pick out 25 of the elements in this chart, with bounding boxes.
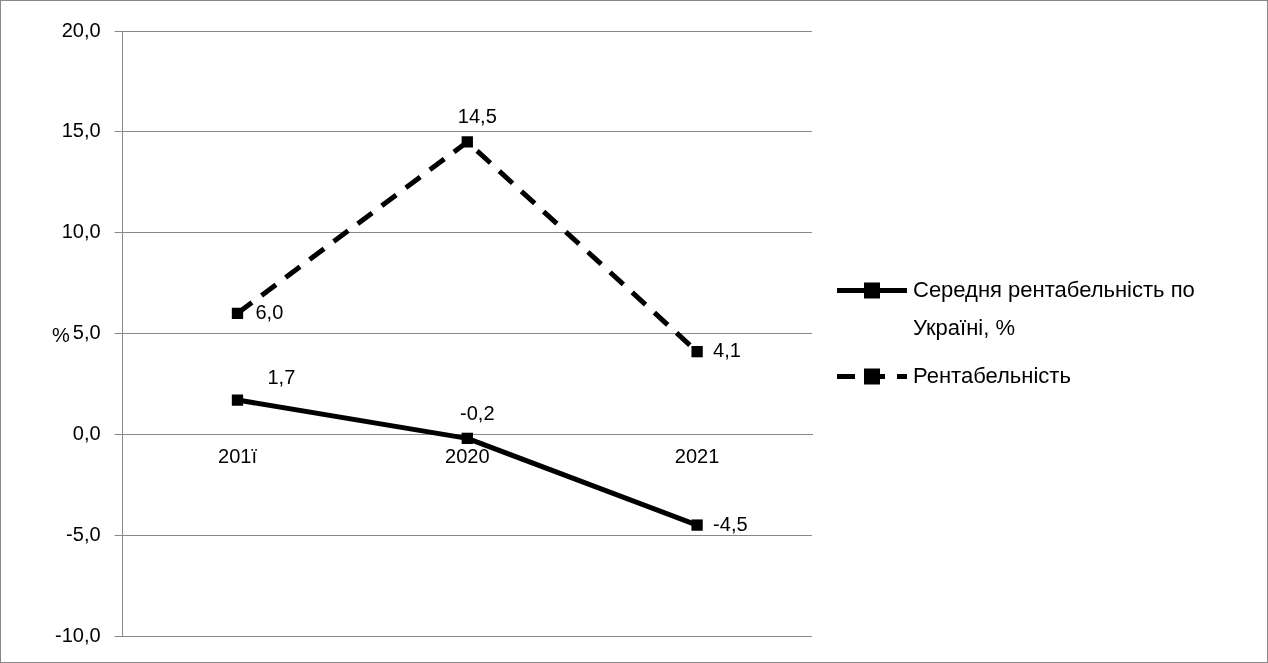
x-tick-label: 2021 bbox=[674, 444, 720, 467]
data-label: 6,0 bbox=[255, 300, 284, 323]
data-label: 4,1 bbox=[713, 339, 741, 362]
point bbox=[691, 345, 703, 358]
point bbox=[231, 394, 244, 406]
point bbox=[461, 136, 473, 148]
data-label: 14,5 bbox=[457, 105, 497, 128]
legend-label: Рентабельність bbox=[913, 362, 1071, 388]
y-tick-label: 0,0 bbox=[72, 421, 101, 444]
y-axis-title: % bbox=[52, 323, 71, 346]
y-tick-label: 5,0 bbox=[72, 321, 101, 344]
point bbox=[461, 432, 473, 445]
point bbox=[691, 519, 703, 531]
x-tick-label: 2020 bbox=[445, 444, 490, 467]
y-tick-label: 10,0 bbox=[61, 220, 101, 243]
data-label: -4,5 bbox=[713, 512, 748, 535]
legend-label: Середня рентабельність по Україні, % bbox=[913, 276, 1195, 340]
y-tick-label: -10,0 bbox=[54, 623, 101, 646]
data-label: -0,2 bbox=[460, 401, 495, 424]
y-tick-label: -5,0 bbox=[66, 522, 101, 545]
y-tick-label: 20,0 bbox=[61, 18, 101, 41]
point bbox=[231, 307, 244, 319]
x-tick-label: 201ї bbox=[218, 444, 258, 467]
y-tick-label: 15,0 bbox=[61, 119, 101, 142]
data-label: 1,7 bbox=[267, 365, 296, 388]
